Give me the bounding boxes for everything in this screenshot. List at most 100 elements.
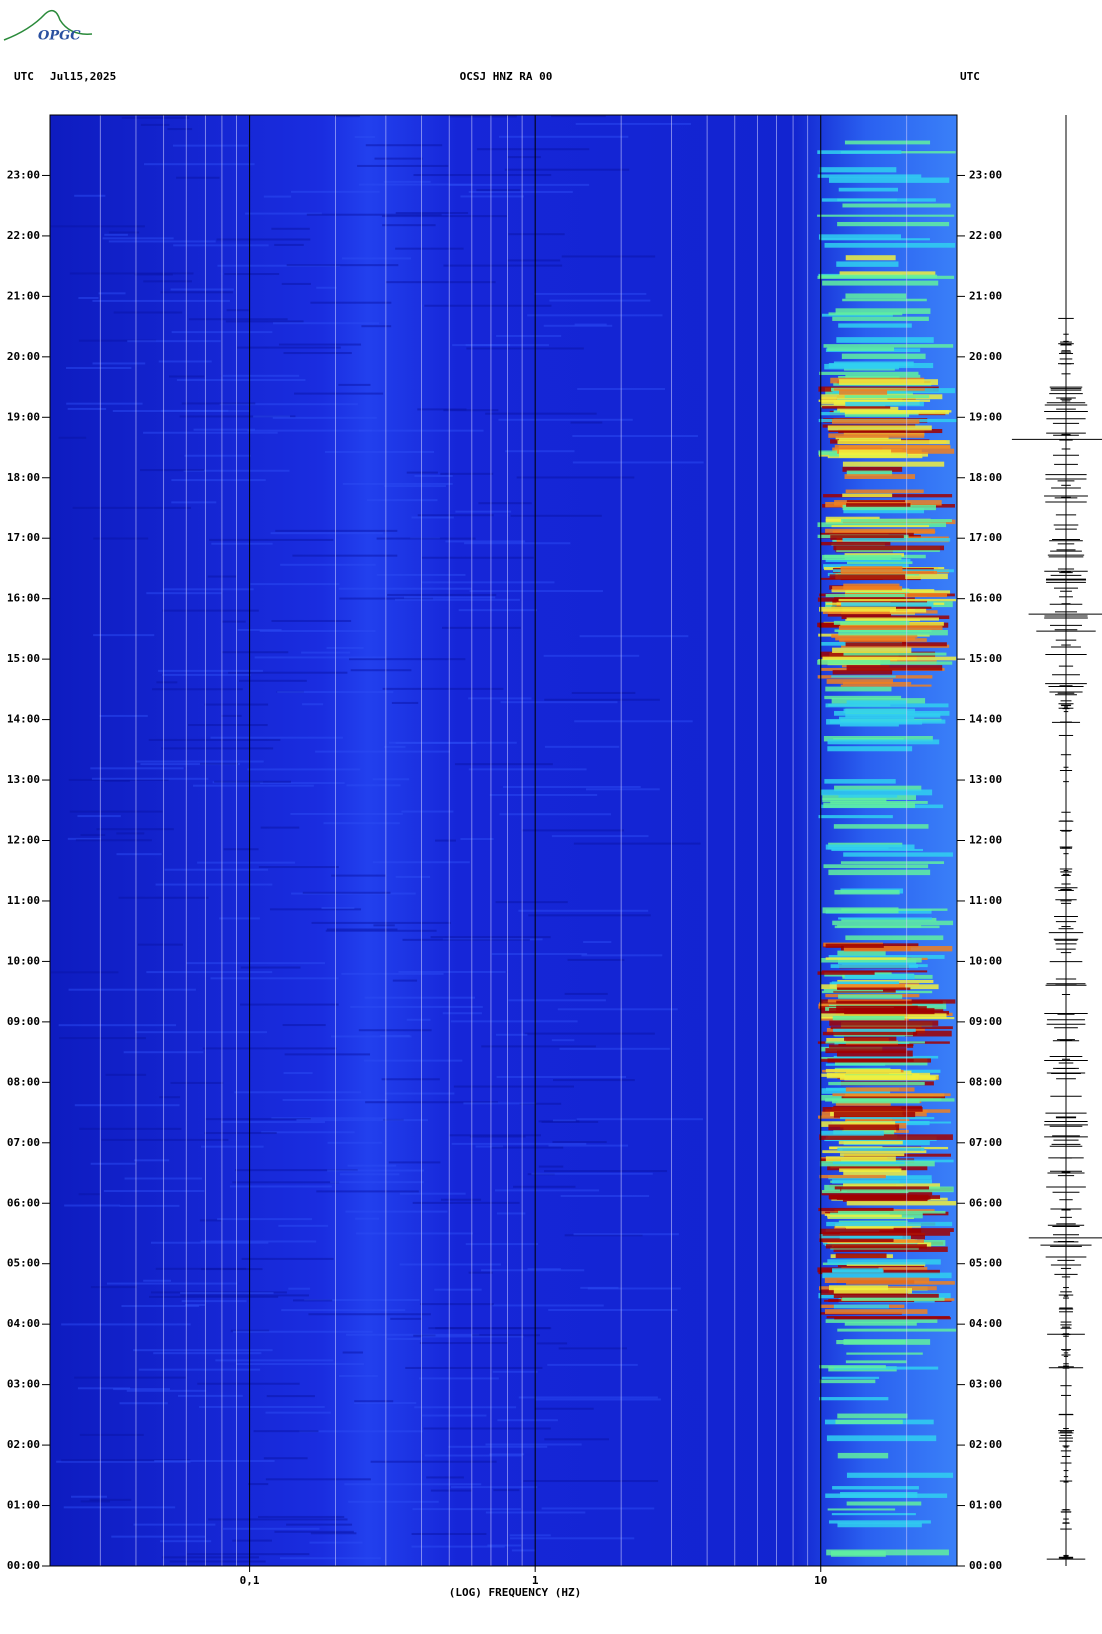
hot-streak (844, 1008, 935, 1015)
hot-streak (835, 1253, 887, 1259)
hot-streak (822, 1031, 918, 1036)
streak (179, 415, 296, 418)
streak (108, 231, 140, 234)
streak (534, 292, 647, 295)
streak (171, 501, 217, 504)
plot-frame (49, 114, 958, 1567)
hot-streak (841, 602, 934, 608)
hot-streak (832, 647, 912, 653)
hot-streak (825, 1098, 955, 1102)
streak (232, 1539, 272, 1542)
streak (504, 168, 630, 171)
hot-streak (836, 337, 934, 343)
streak (280, 563, 376, 566)
hot-streak (825, 1156, 896, 1162)
hot-streak (836, 261, 899, 267)
hot-streak (834, 925, 940, 929)
streak (90, 767, 184, 770)
streak (296, 1119, 428, 1122)
streak (531, 1172, 653, 1175)
streak (240, 1003, 339, 1006)
hot-streak (817, 174, 922, 178)
hot-streak (834, 1060, 928, 1066)
hot-streak (827, 613, 892, 617)
streak (494, 1189, 600, 1192)
hot-streak (838, 629, 948, 636)
streak (294, 392, 384, 395)
hot-streak (825, 957, 907, 960)
streak (419, 1377, 499, 1380)
streak (423, 1427, 551, 1430)
hot-streak (822, 1231, 951, 1236)
hot-streak (822, 1272, 952, 1279)
hot-streak (844, 474, 916, 480)
streak (361, 325, 392, 328)
streak (143, 1279, 172, 1282)
streak (524, 1032, 655, 1035)
hot-streak (825, 1068, 901, 1073)
streak (417, 514, 494, 517)
hot-streak (838, 187, 898, 192)
streak (383, 180, 431, 183)
hot-streak (832, 920, 954, 926)
hot-streak (825, 943, 884, 948)
x-axis-label: (LOG) FREQUENCY (HZ) (449, 1586, 581, 1599)
hot-streak (825, 1041, 925, 1044)
streak (292, 554, 398, 557)
hot-streak (842, 466, 903, 472)
hot-streak (845, 401, 924, 407)
hot-streak (839, 724, 899, 727)
streak (293, 1299, 333, 1302)
hot-streak (839, 389, 888, 395)
streak (162, 673, 251, 676)
streak (316, 286, 337, 289)
y-tick-label-right: 14:00 (969, 713, 1002, 726)
streak (116, 832, 145, 835)
streak (186, 1553, 310, 1556)
streak (374, 157, 423, 160)
streak (78, 339, 157, 342)
streak (66, 402, 143, 405)
streak (497, 1419, 558, 1422)
hot-streak (846, 1352, 923, 1355)
streak (133, 1523, 216, 1526)
hot-streak (831, 981, 900, 985)
streak (253, 1430, 319, 1433)
streak (389, 741, 517, 744)
spectrogram (50, 115, 957, 1566)
y-tick-label-left: 18:00 (7, 471, 40, 484)
hot-streak (836, 1000, 943, 1004)
streak (347, 1164, 397, 1167)
y-tick-label-left: 19:00 (7, 410, 40, 423)
hot-streak (846, 665, 943, 671)
streak (247, 768, 361, 771)
hot-streak (832, 1486, 919, 1490)
streak (552, 1119, 576, 1122)
streak (200, 762, 238, 765)
logo: OPGC (38, 29, 81, 44)
right-unit: UTC (960, 70, 980, 83)
hot-streak (817, 522, 947, 528)
streak (260, 826, 300, 829)
hot-streak (825, 844, 915, 850)
y-tick-label-right: 11:00 (969, 894, 1002, 907)
hot-streak (828, 1285, 889, 1291)
hot-streak (840, 1492, 918, 1498)
streak (143, 163, 255, 166)
hot-streak (828, 312, 903, 316)
streak (391, 701, 419, 704)
streak (169, 1560, 266, 1563)
streak (521, 829, 624, 832)
streak (458, 609, 537, 612)
hot-streak (845, 1225, 894, 1231)
streak (430, 1489, 472, 1492)
hot-streak (832, 419, 920, 424)
streak (327, 1141, 383, 1144)
streak (61, 1323, 191, 1326)
streak (278, 343, 362, 346)
hot-streak (836, 984, 906, 989)
hot-streak (842, 461, 945, 467)
streak (216, 238, 311, 241)
x-tick-label: 1 (532, 1574, 539, 1587)
streak (155, 1267, 247, 1270)
